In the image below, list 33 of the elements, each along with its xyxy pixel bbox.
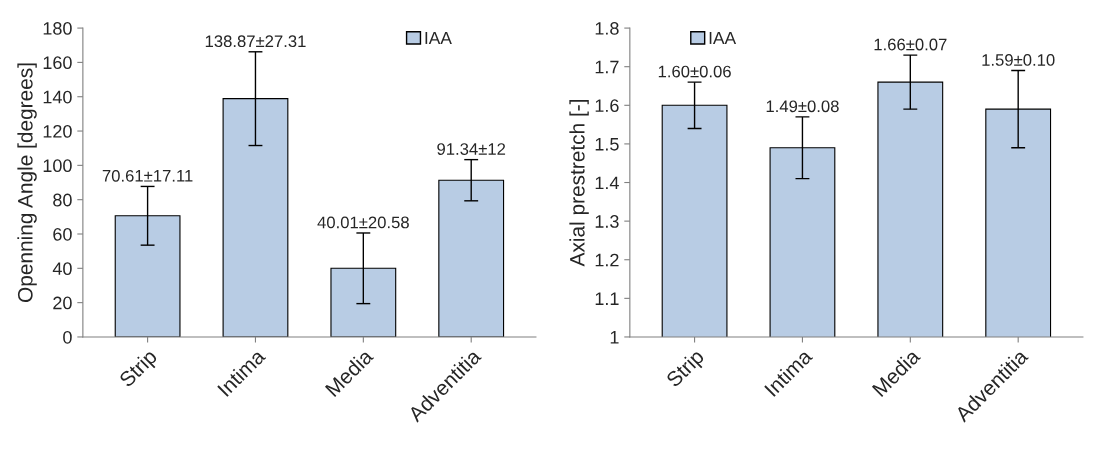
data-label: 1.59±0.10 [982,54,1055,66]
y-tick-label: 1.2 [595,253,619,267]
y-tick-label: 0 [63,330,72,344]
y-tick-label: 140 [43,90,72,104]
y-tick-label: 60 [53,227,72,241]
data-label: 91.34±12 [437,143,506,155]
y-tick-label: 1.6 [595,99,619,113]
data-label: 1.66±0.07 [874,38,947,51]
y-tick-label: 1.1 [595,292,619,305]
data-label: 1.49±0.08 [766,100,839,113]
data-label: 138.87±27.31 [205,35,306,48]
y-axis-title: Openning Angle [degrees] [17,63,37,302]
y-tick-label: 1 [610,331,619,344]
x-tick-label: Strip [664,347,708,391]
x-tick-label: Strip [117,347,161,391]
legend-label: IAA [425,31,452,44]
legend-label: IAA [709,31,737,44]
y-tick-label: 1.7 [595,60,619,74]
y-tick-label: 100 [43,159,72,173]
y-tick-label: 80 [53,193,72,207]
data-label: 70.61±17.11 [102,169,193,182]
y-axis-title: Axial prestretch [-] [569,100,589,267]
y-tick-label: 40 [52,262,72,276]
y-tick-label: 1.5 [595,138,619,151]
y-tick-label: 1.3 [595,215,619,228]
y-tick-label: 1.8 [595,22,619,35]
data-label: 40.01±20.58 [317,216,409,229]
y-tick-label: 120 [43,124,72,138]
y-tick-label: 180 [43,22,72,35]
y-tick-label: 1.4 [595,176,619,190]
y-tick-label: 160 [43,56,72,70]
data-label: 1.60±0.06 [658,65,731,78]
y-tick-label: 20 [53,296,72,310]
